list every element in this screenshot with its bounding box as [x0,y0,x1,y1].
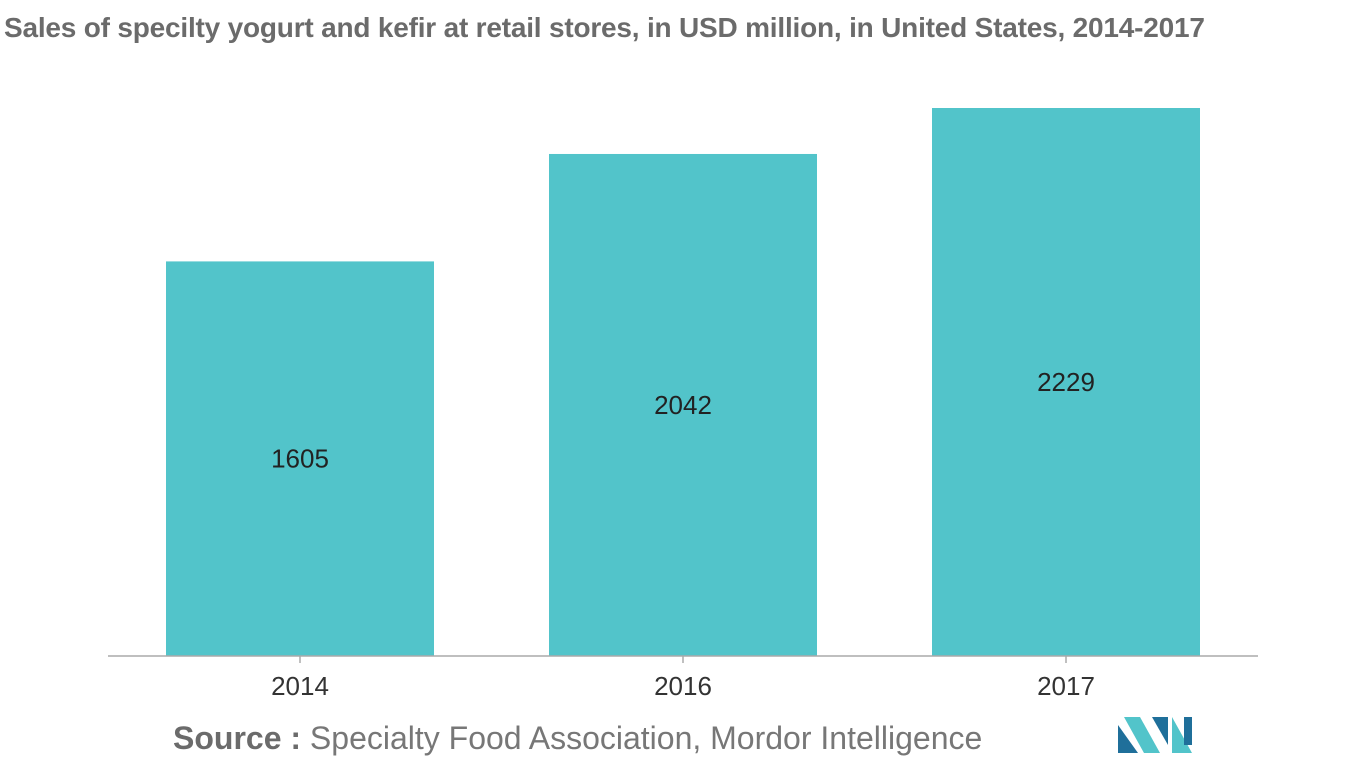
source-label: Source : [173,720,302,756]
x-tick-label-2016: 2016 [654,671,712,701]
bar-2017 [932,108,1200,656]
bar-2014 [166,261,434,656]
x-tick-label-2017: 2017 [1037,671,1095,701]
bar-2016 [549,153,817,656]
value-labels-group: 1605 2042 2229 [271,367,1095,474]
x-tick-label-2014: 2014 [271,671,329,701]
tick-labels-group: 2014 2016 2017 [271,671,1095,701]
x-ticks-group [299,656,1067,663]
logo-right-dark [1152,717,1168,745]
bars-group [166,108,1200,656]
chart-title: Sales of specilty yogurt and kefir at re… [4,12,1205,43]
logo-mid-shape [1124,717,1160,753]
bar-value-label-2014: 1605 [271,444,329,474]
source-text: Specialty Food Association, Mordor Intel… [309,720,983,756]
logo-left-shape [1118,725,1138,753]
bar-chart: 1605 2042 2229 2014 2016 2017 [108,108,1258,701]
mordor-intelligence-logo [1118,717,1192,753]
bar-value-label-2016: 2042 [654,390,712,420]
bar-value-label-2017: 2229 [1037,367,1095,397]
source-note: Source : Specialty Food Association, Mor… [173,720,982,757]
logo-bar [1184,717,1192,745]
